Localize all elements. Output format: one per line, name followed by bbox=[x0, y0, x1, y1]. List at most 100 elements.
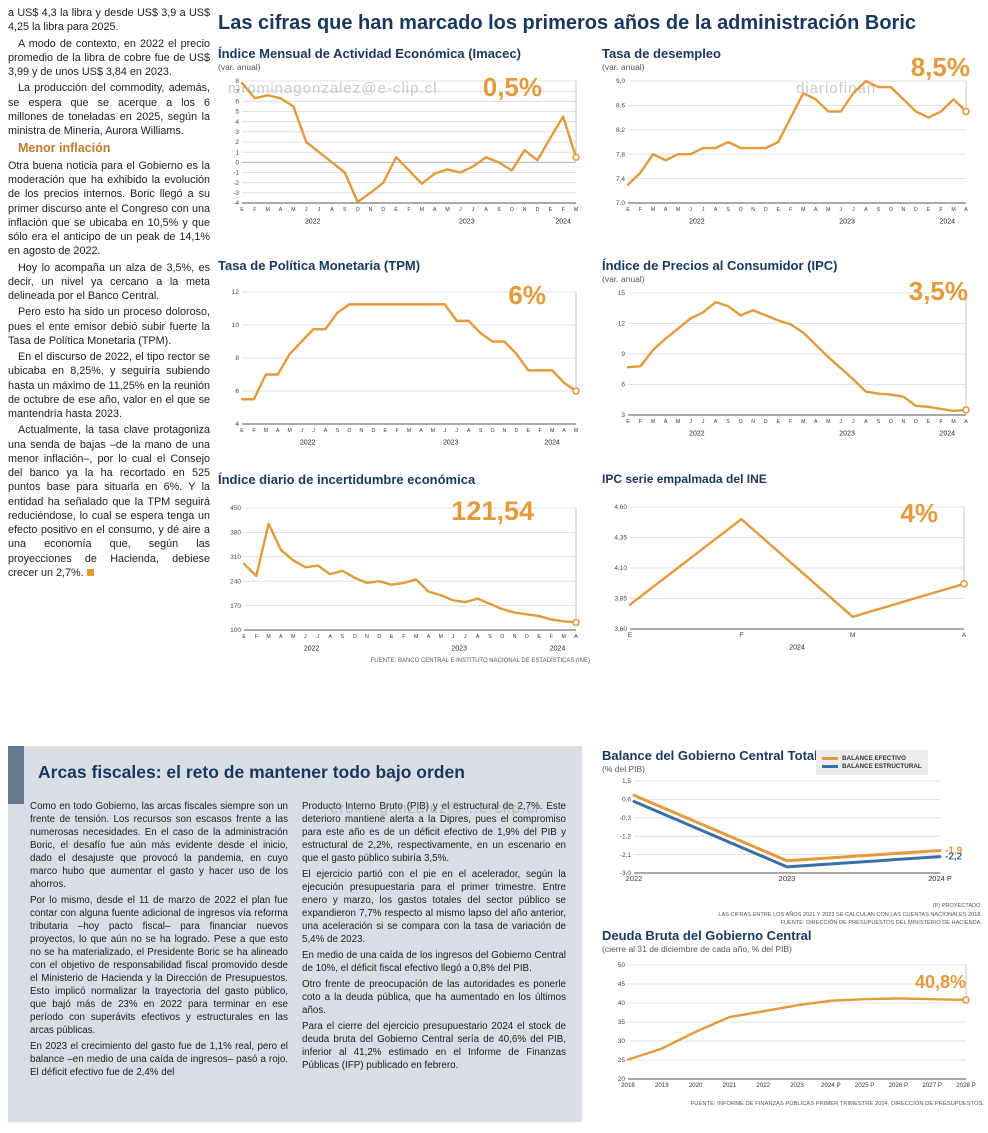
balance-notes: (P) PROYECTADO. LAS CIFRAS ENTRE LOS AÑO… bbox=[602, 902, 982, 928]
panel-paragraph: En 2023 el crecimiento del gasto fue de … bbox=[30, 1041, 288, 1079]
chart-subtitle: (var. anual) bbox=[218, 62, 261, 72]
svg-text:E: E bbox=[628, 632, 633, 639]
svg-text:N: N bbox=[365, 634, 369, 640]
svg-text:3: 3 bbox=[235, 129, 239, 136]
svg-text:2023: 2023 bbox=[790, 1082, 804, 1089]
svg-text:A: A bbox=[664, 419, 668, 425]
article-paragraph: a US$ 4,3 la libra y desde US$ 3,9 a US$… bbox=[8, 7, 210, 34]
svg-text:2022: 2022 bbox=[300, 440, 316, 447]
svg-text:4,35: 4,35 bbox=[614, 535, 627, 542]
ipc-callout: 3,5% bbox=[908, 276, 968, 306]
svg-text:A: A bbox=[328, 634, 332, 640]
svg-text:A: A bbox=[476, 634, 480, 640]
chart-source: FUENTE: INFORME DE FINANZAS PÚBLICAS PRI… bbox=[690, 1101, 984, 1107]
svg-text:2020: 2020 bbox=[689, 1082, 703, 1089]
svg-text:D: D bbox=[381, 207, 385, 213]
panel-paragraph: Para el cierre del ejercicio presupuesta… bbox=[302, 1021, 566, 1072]
svg-text:D: D bbox=[514, 428, 518, 434]
svg-text:8: 8 bbox=[235, 355, 239, 362]
svg-text:2024 P: 2024 P bbox=[928, 874, 952, 883]
svg-text:S: S bbox=[877, 207, 881, 213]
svg-text:8,2: 8,2 bbox=[616, 127, 625, 134]
svg-text:7,0: 7,0 bbox=[616, 200, 625, 207]
svg-text:3,85: 3,85 bbox=[614, 596, 627, 603]
svg-text:M: M bbox=[850, 632, 855, 639]
svg-text:A: A bbox=[324, 428, 328, 434]
svg-text:M: M bbox=[676, 207, 680, 213]
svg-text:A: A bbox=[484, 207, 488, 213]
svg-text:40: 40 bbox=[618, 1000, 626, 1007]
svg-text:A: A bbox=[279, 207, 283, 213]
note-line: (P) PROYECTADO. bbox=[932, 903, 982, 909]
svg-text:N: N bbox=[513, 634, 517, 640]
svg-text:-2,1: -2,1 bbox=[620, 852, 632, 859]
svg-text:F: F bbox=[402, 634, 405, 640]
svg-text:D: D bbox=[525, 634, 529, 640]
svg-text:15: 15 bbox=[618, 290, 626, 297]
svg-text:-0,3: -0,3 bbox=[620, 815, 632, 822]
svg-text:M: M bbox=[801, 207, 805, 213]
svg-text:S: S bbox=[726, 207, 730, 213]
svg-text:2024: 2024 bbox=[544, 440, 560, 447]
svg-text:-4: -4 bbox=[233, 200, 239, 207]
svg-text:F: F bbox=[539, 428, 542, 434]
svg-text:0,6: 0,6 bbox=[622, 797, 631, 804]
balance-legend: BALANCE EFECTIVO BALANCE ESTRUCTURAL bbox=[816, 750, 928, 775]
svg-text:F: F bbox=[789, 207, 792, 213]
panel-paragraph: Como en todo Gobierno, las arcas fiscale… bbox=[30, 801, 288, 891]
svg-text:N: N bbox=[369, 207, 373, 213]
chart-title: Balance del Gobierno Central Total bbox=[602, 748, 818, 763]
svg-text:2023: 2023 bbox=[451, 646, 467, 653]
svg-text:S: S bbox=[479, 428, 483, 434]
svg-text:J: J bbox=[840, 419, 843, 425]
svg-text:E: E bbox=[776, 419, 780, 425]
article-paragraph: Hoy lo acompaña un alza de 3,5%, es deci… bbox=[8, 261, 210, 303]
svg-text:3,60: 3,60 bbox=[614, 626, 627, 633]
article-paragraph: A modo de contexto, en 2022 el precio pr… bbox=[8, 37, 210, 79]
svg-text:J: J bbox=[852, 419, 855, 425]
chart-ipc: Índice de Precios al Consumidor (IPC) (v… bbox=[602, 258, 980, 442]
svg-text:M: M bbox=[407, 428, 411, 434]
incertidumbre-callout: 121,54 bbox=[451, 496, 534, 526]
svg-text:30: 30 bbox=[618, 1038, 626, 1045]
svg-text:J: J bbox=[304, 634, 307, 640]
svg-text:J: J bbox=[852, 207, 855, 213]
svg-text:J: J bbox=[455, 428, 458, 434]
svg-text:2027 P: 2027 P bbox=[922, 1082, 942, 1089]
svg-text:5: 5 bbox=[235, 109, 239, 116]
svg-text:E: E bbox=[927, 419, 931, 425]
svg-text:F: F bbox=[253, 207, 256, 213]
svg-text:2022: 2022 bbox=[626, 874, 643, 883]
svg-text:E: E bbox=[383, 428, 387, 434]
svg-text:F: F bbox=[255, 634, 258, 640]
svg-text:-1: -1 bbox=[233, 170, 239, 177]
svg-text:3: 3 bbox=[621, 412, 625, 419]
svg-text:D: D bbox=[536, 207, 540, 213]
svg-text:20: 20 bbox=[618, 1076, 626, 1083]
svg-text:A: A bbox=[664, 207, 668, 213]
desempleo-line-chart: 9,08,68,27,87,47,0E F M A M J J A S O N D E F M A M J J A S O… bbox=[616, 78, 970, 226]
svg-text:S: S bbox=[341, 634, 345, 640]
svg-text:-3: -3 bbox=[233, 190, 239, 197]
svg-text:F: F bbox=[252, 428, 255, 434]
svg-text:2024: 2024 bbox=[550, 646, 566, 653]
chart-title: Tasa de desempleo bbox=[602, 46, 721, 61]
svg-text:F: F bbox=[939, 207, 942, 213]
svg-text:-2,2: -2,2 bbox=[945, 852, 963, 863]
svg-text:M: M bbox=[414, 634, 418, 640]
svg-text:O: O bbox=[347, 428, 351, 434]
svg-text:M: M bbox=[291, 634, 295, 640]
imacec-callout: 0,5% bbox=[482, 72, 542, 102]
svg-text:1: 1 bbox=[235, 149, 239, 156]
panel-paragraph: En medio de una caída de los ingresos de… bbox=[302, 950, 566, 975]
svg-text:9,0: 9,0 bbox=[616, 78, 625, 85]
article-paragraph: Otra buena noticia para el Gobierno es l… bbox=[8, 159, 210, 258]
svg-text:A: A bbox=[714, 207, 718, 213]
svg-text:2024: 2024 bbox=[939, 219, 955, 226]
svg-text:J: J bbox=[316, 634, 319, 640]
tpm-callout: 6% bbox=[508, 280, 546, 310]
svg-text:100: 100 bbox=[230, 627, 241, 634]
